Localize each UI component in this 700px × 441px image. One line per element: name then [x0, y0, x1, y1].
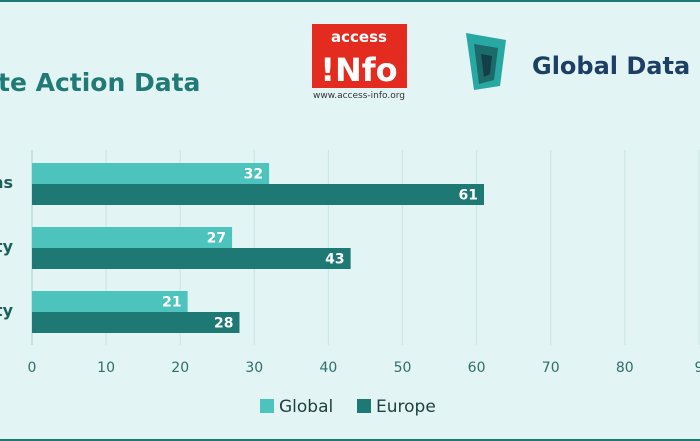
- x-tick-label: 20: [171, 360, 189, 376]
- data-label: 43: [325, 252, 344, 268]
- category-label: ty: [0, 301, 14, 320]
- bar-europe: [32, 248, 351, 269]
- x-tick-label: 30: [245, 360, 263, 376]
- data-label: 32: [244, 167, 263, 183]
- category-label: ty: [0, 237, 14, 256]
- x-tick-label: 60: [468, 360, 486, 376]
- x-tick-label: 10: [97, 360, 115, 376]
- x-tick-label: 80: [616, 360, 634, 376]
- chart-title: te Action Data: [0, 68, 200, 97]
- category-label: ns: [0, 173, 13, 192]
- legend-label-global: Global: [279, 397, 333, 417]
- bar-global: [32, 163, 270, 184]
- gdb-logo-text: Global Data Baro: [532, 52, 700, 80]
- x-tick-label: 50: [394, 360, 412, 376]
- access-info-logo-url: www.access-info.org: [313, 91, 405, 101]
- access-info-logo-box: [312, 24, 407, 88]
- bar-global: [32, 227, 233, 248]
- bars: 32 27 21 61 43 28: [32, 163, 485, 333]
- global-data-barometer-logo: Global Data Baro: [466, 33, 700, 90]
- data-label: 61: [459, 188, 478, 204]
- data-label: 27: [207, 231, 226, 247]
- category-labels: ns ty ty: [0, 173, 14, 320]
- gdb-logo-shape-inner: [481, 54, 492, 77]
- data-label: 21: [162, 295, 181, 311]
- legend-label-europe: Europe: [376, 397, 436, 417]
- access-info-logo: access !Nfo www.access-info.org: [312, 24, 407, 101]
- access-info-logo-top: access: [331, 28, 387, 46]
- legend-swatch-europe: [357, 399, 371, 413]
- access-info-logo-main: !Nfo: [320, 51, 397, 89]
- x-tick-label: 9: [694, 360, 700, 376]
- bar-global: [32, 291, 188, 312]
- data-label: 28: [214, 316, 233, 332]
- bar-europe: [32, 184, 485, 205]
- bar-europe: [32, 312, 240, 333]
- legend-swatch-global: [260, 399, 274, 413]
- x-tick-label: 70: [542, 360, 560, 376]
- legend: Global Europe: [260, 397, 436, 417]
- x-tick-label: 0: [28, 360, 37, 376]
- x-tick-label: 40: [319, 360, 337, 376]
- x-axis-ticks: 0 10 20 30 40 50 60 70 80 9: [28, 360, 700, 376]
